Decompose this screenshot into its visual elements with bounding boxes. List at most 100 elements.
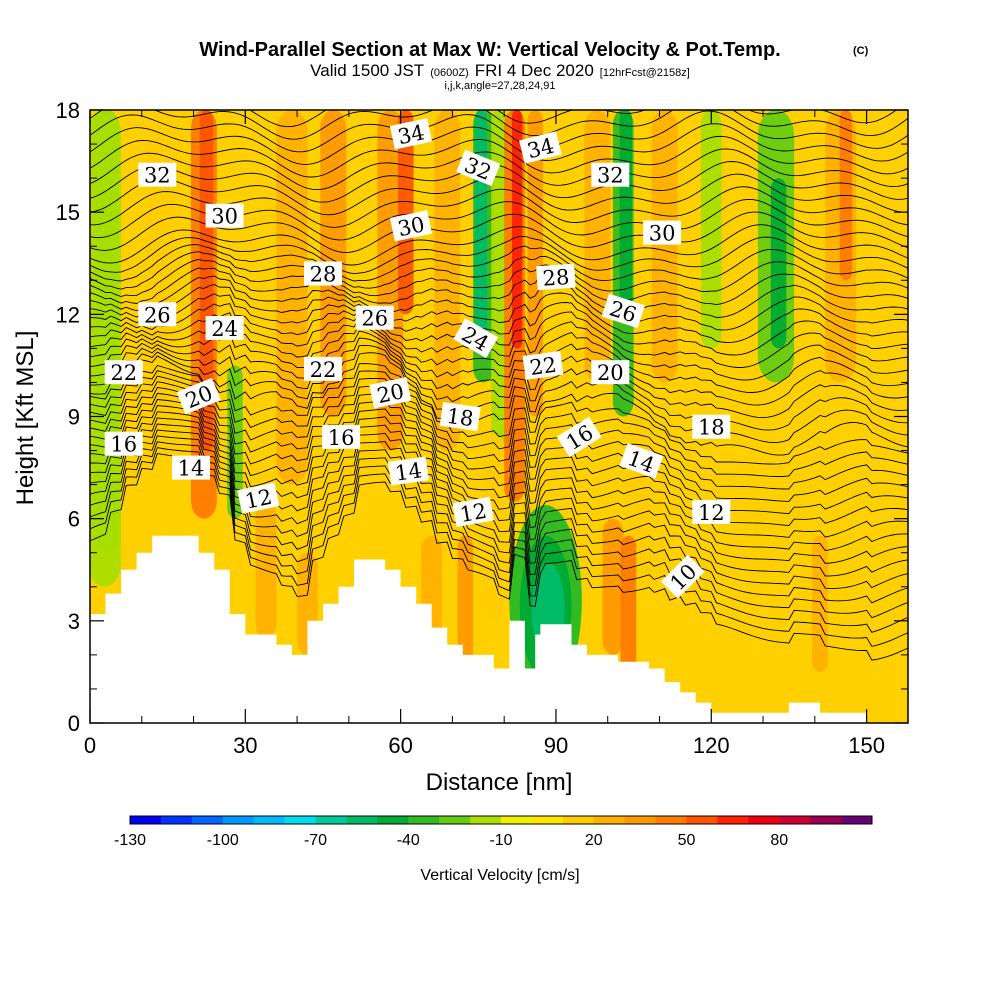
contour-label-text: 22 [310, 358, 337, 382]
contour-label-text: 30 [649, 222, 676, 246]
contour-label-box [389, 210, 433, 242]
theta-contour-line [90, 173, 908, 216]
theta-contour-line [90, 148, 908, 191]
contour-label-box [387, 456, 429, 486]
contour-label-text: 22 [110, 361, 137, 385]
theta-contour-line [90, 330, 908, 419]
y-tick-label: 3 [68, 609, 80, 634]
chart-title: Wind-Parallel Section at Max W: Vertical… [199, 39, 780, 61]
theta-contour-line [90, 293, 908, 356]
contour-label: 20 [369, 377, 412, 409]
contour-label-text: 24 [211, 317, 238, 341]
contour-label-text: 34 [396, 120, 427, 149]
colorbar-tick-label: -10 [489, 832, 512, 849]
colorbar-tick-label: -70 [304, 832, 327, 849]
contour-label: 26 [355, 305, 394, 331]
contour-label-box [453, 318, 499, 359]
velocity-band [377, 110, 404, 451]
contour-label-box [304, 261, 342, 286]
contour-label-box [619, 443, 664, 479]
velocity-band [483, 433, 505, 621]
contour-label-text: 30 [396, 212, 427, 241]
velocity-band [619, 110, 633, 315]
velocity-band [90, 110, 122, 587]
y-tick-label: 15 [56, 200, 80, 225]
colorbar-frame [129, 815, 873, 825]
colorbar-swatch [655, 816, 687, 824]
theta-contour-line [90, 303, 908, 368]
contour-label-box [389, 118, 433, 150]
contour-label-box [138, 162, 177, 187]
contour-label: 34 [519, 131, 562, 164]
x-tick-label: 120 [693, 733, 730, 758]
contour-label-box [176, 377, 221, 415]
theta-contour-line [90, 244, 908, 282]
contour-label: 12 [237, 482, 280, 514]
chart-subtitle-indices: i,j,k,angle=27,28,24,91 [444, 80, 555, 92]
contour-label-text: 18 [698, 416, 725, 440]
theta-contour-line [90, 363, 908, 465]
contour-label-text: 28 [542, 265, 570, 291]
x-tick-label: 150 [848, 733, 885, 758]
contour-label-box [692, 414, 731, 439]
contour-label-text: 14 [394, 458, 424, 485]
colorbar-swatch [130, 816, 162, 824]
title-copyright-mark: (C) [853, 45, 869, 57]
velocity-band [276, 110, 308, 485]
terrain-mask [90, 535, 908, 723]
colorbar-swatch [253, 816, 285, 824]
theta-contour-line [90, 135, 908, 178]
colorbar-swatch [779, 816, 811, 824]
theta-contour-line [90, 275, 908, 331]
theta-contour-line [90, 381, 908, 502]
velocity-band [527, 110, 544, 417]
contour-label: 24 [205, 316, 244, 341]
contour-label: 34 [389, 118, 433, 150]
y-tick-label: 12 [56, 302, 80, 327]
y-tick-label: 0 [68, 711, 80, 736]
velocity-band [770, 178, 787, 349]
colorbar-swatch [501, 816, 533, 824]
contour-label-box [601, 293, 646, 329]
contour-label-box [304, 356, 342, 381]
contour-label-text: 20 [597, 361, 624, 385]
contour-label-box [591, 162, 630, 187]
x-axis-label: Distance [nm] [426, 769, 573, 796]
contour-label-text: 12 [698, 501, 725, 525]
colorbar-label: Vertical Velocity [cm/s] [420, 867, 579, 884]
contour-label-box [456, 149, 501, 187]
theta-contour-line [90, 224, 908, 266]
contour-label: 30 [389, 210, 433, 242]
velocity-band [255, 501, 277, 638]
theta-contour-line [90, 411, 908, 564]
theta-contour-line [90, 441, 908, 633]
contour-label-box [556, 416, 602, 458]
contour-label-text: 32 [597, 164, 624, 188]
velocity-band [474, 110, 488, 349]
contour-label-text: 18 [445, 404, 475, 431]
contour-label-box [439, 401, 481, 432]
colorbar-swatch [686, 816, 718, 824]
theta-contour-line [90, 435, 908, 619]
contour-label-box [322, 424, 361, 449]
contour-label: 22 [304, 356, 342, 382]
contour-label: 30 [205, 203, 244, 229]
colorbar-tick-label: 50 [678, 832, 696, 849]
contour-label-text: 16 [328, 426, 355, 450]
subtitle-date: FRI 4 Dec 2020 [475, 61, 594, 80]
contour-label-box [452, 496, 494, 528]
theta-contour-line [90, 452, 908, 661]
velocity-band [511, 110, 523, 349]
colorbar-swatch [191, 816, 224, 824]
colorbar-swatch [717, 816, 749, 824]
contour-label-box [205, 316, 244, 340]
theta-contour-line [90, 447, 908, 647]
y-axis-label: Height [Kft MSL] [12, 331, 39, 506]
contour-label: 18 [692, 414, 731, 440]
colorbar-swatch [222, 816, 255, 824]
x-tick-label: 0 [84, 733, 96, 758]
theta-contour-line [90, 405, 908, 551]
subtitle-valid-time: Valid 1500 JST [310, 61, 424, 80]
contour-label: 14 [172, 455, 210, 481]
